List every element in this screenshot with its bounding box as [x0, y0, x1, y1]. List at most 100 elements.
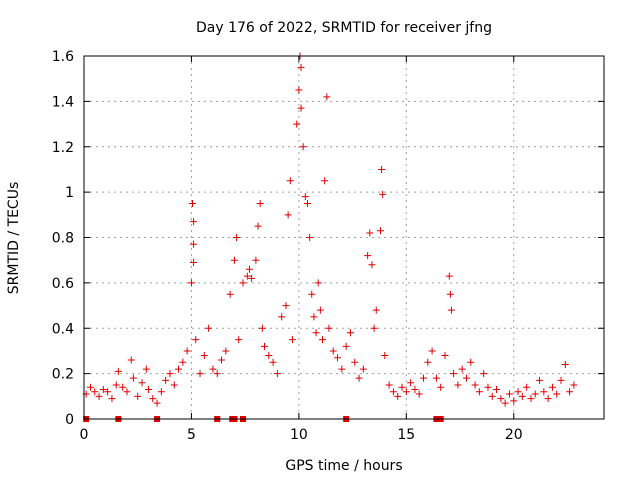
data-point — [162, 376, 170, 384]
x-axis-label: GPS time / hours — [285, 458, 402, 474]
data-point — [196, 370, 204, 378]
data-point — [243, 272, 251, 280]
data-point — [134, 392, 142, 400]
data-point — [265, 351, 273, 359]
data-point — [269, 358, 277, 366]
data-point — [153, 399, 161, 407]
data-point — [129, 374, 137, 382]
y-axis-label: SRMTID / TECUs — [6, 182, 22, 295]
data-point — [209, 365, 217, 373]
data-point — [99, 386, 107, 394]
data-point — [226, 290, 234, 298]
data-point — [372, 306, 380, 314]
data-point — [497, 395, 505, 403]
data-point — [441, 351, 449, 359]
data-point — [501, 399, 509, 407]
x-tick-label: 0 — [80, 427, 89, 443]
data-point — [346, 329, 354, 337]
data-point — [462, 374, 470, 382]
data-point — [297, 104, 305, 112]
data-point — [536, 376, 544, 384]
data-point — [432, 374, 440, 382]
data-point — [445, 272, 453, 280]
y-tick-label: 0.4 — [52, 321, 74, 337]
data-point — [297, 63, 305, 71]
data-point — [523, 383, 531, 391]
data-point — [467, 358, 475, 366]
data-point — [183, 347, 191, 355]
data-point — [149, 395, 157, 403]
data-point — [475, 388, 483, 396]
data-point — [295, 86, 303, 94]
y-tick-label: 1.2 — [52, 140, 74, 156]
data-point — [394, 392, 402, 400]
data-point — [458, 365, 466, 373]
data-point — [260, 342, 268, 350]
data-point — [233, 234, 241, 241]
data-point — [314, 279, 322, 287]
data-point — [355, 374, 363, 382]
data-point — [527, 395, 535, 403]
data-point — [252, 256, 260, 264]
data-point — [553, 390, 561, 398]
data-point — [323, 93, 331, 101]
data-point — [200, 351, 208, 359]
data-point — [359, 365, 367, 373]
data-point — [301, 193, 309, 201]
chart-title: Day 176 of 2022, SRMTID for receiver jfn… — [196, 20, 492, 36]
data-point — [561, 361, 569, 369]
y-tick-label: 0.6 — [52, 276, 74, 292]
data-point — [548, 383, 556, 391]
data-point — [284, 211, 292, 219]
y-tick-label: 0.8 — [52, 231, 74, 247]
data-point — [518, 392, 526, 400]
data-point — [514, 388, 522, 396]
data-point — [119, 383, 127, 391]
data-point — [484, 383, 492, 391]
data-point — [557, 376, 565, 384]
data-point — [213, 370, 221, 378]
data-point — [312, 329, 320, 337]
x-tick-label: 15 — [397, 427, 415, 443]
data-point — [179, 358, 187, 366]
data-point — [245, 265, 253, 273]
data-point — [488, 392, 496, 400]
data-point — [411, 386, 419, 394]
data-point — [420, 374, 428, 382]
data-point — [256, 199, 264, 207]
data-point — [91, 388, 99, 396]
x-tick-label: 10 — [290, 427, 308, 443]
data-point — [570, 381, 578, 389]
data-point — [127, 356, 135, 364]
data-point — [378, 165, 386, 173]
x-tick-label: 5 — [187, 427, 196, 443]
data-point — [142, 365, 150, 373]
data-point — [248, 274, 256, 282]
data-point — [454, 381, 462, 389]
data-point — [319, 336, 327, 344]
data-point — [306, 234, 314, 241]
data-point — [368, 261, 376, 269]
data-point — [235, 336, 243, 344]
data-point — [144, 386, 152, 394]
data-point — [157, 388, 165, 396]
data-point — [398, 383, 406, 391]
data-point — [192, 336, 200, 344]
data-point — [170, 381, 178, 389]
data-point — [86, 383, 94, 391]
data-point — [258, 324, 266, 332]
data-point — [222, 347, 230, 355]
data-point — [286, 177, 294, 185]
data-point — [273, 370, 281, 378]
data-point — [446, 290, 454, 298]
data-point — [447, 306, 455, 314]
grid-layer — [84, 56, 604, 419]
data-point — [325, 324, 333, 332]
data-point — [303, 199, 311, 207]
data-point — [531, 390, 539, 398]
data-point — [351, 358, 359, 366]
data-point — [108, 395, 116, 403]
data-point — [342, 342, 350, 350]
